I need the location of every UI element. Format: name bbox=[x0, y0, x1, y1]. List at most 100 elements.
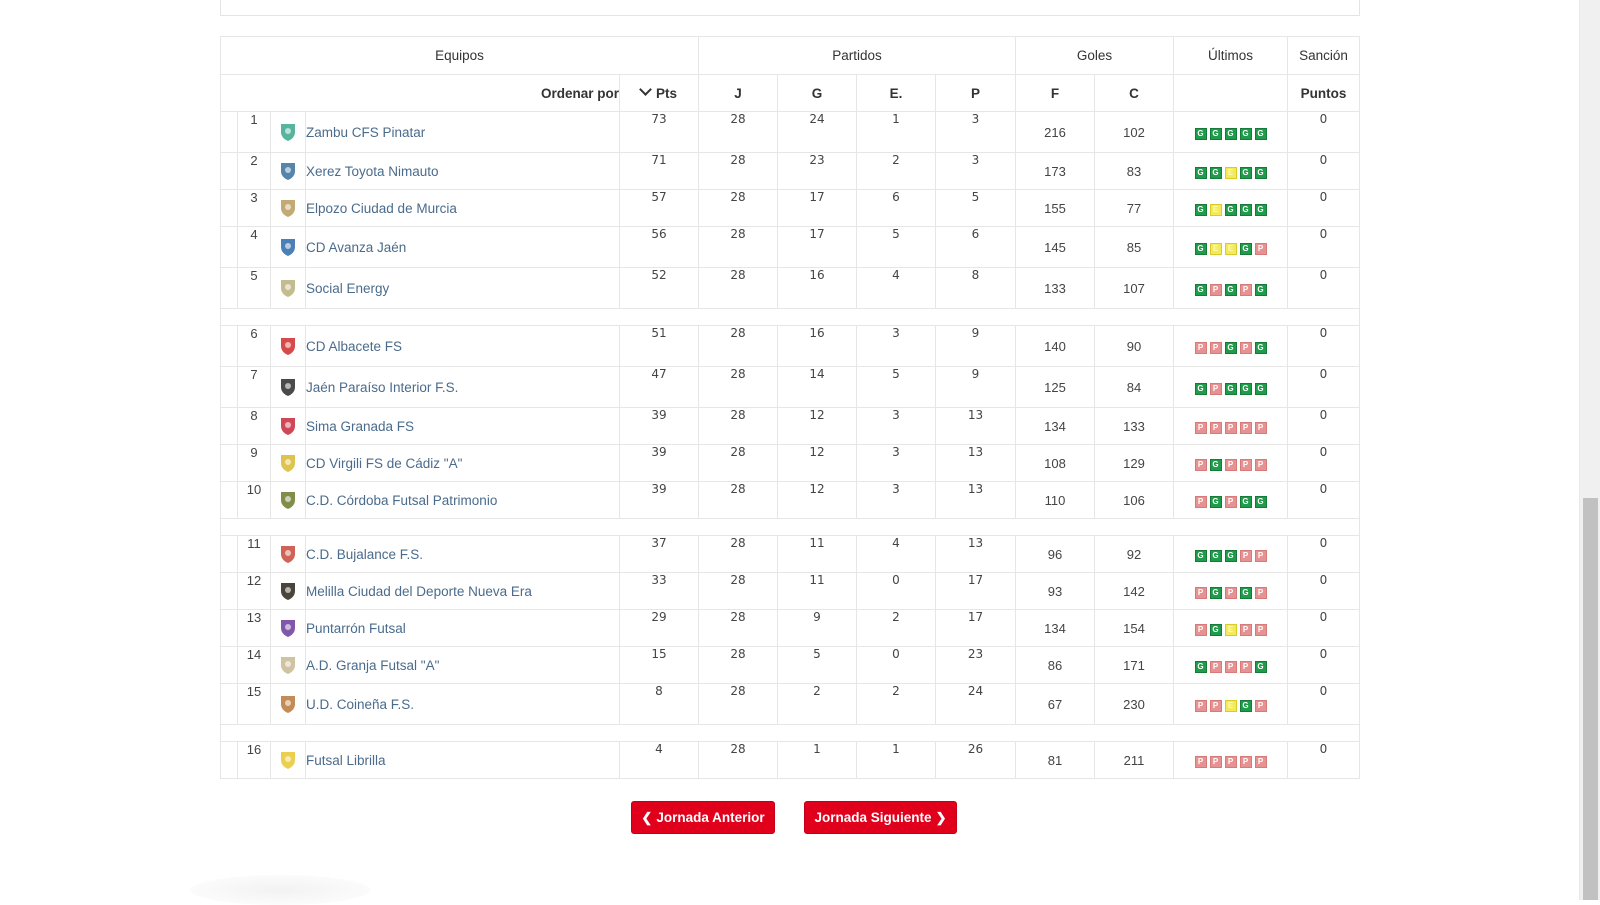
result-badge: P bbox=[1194, 587, 1207, 599]
header-p[interactable]: P bbox=[935, 74, 1016, 112]
team-link[interactable]: CD Virgili FS de Cádiz "A" bbox=[306, 455, 463, 471]
goals-against: 211 bbox=[1094, 741, 1174, 779]
played: 28 bbox=[698, 741, 778, 779]
drawn: 3 bbox=[856, 407, 936, 445]
shield-icon bbox=[279, 453, 297, 473]
goals-for: 134 bbox=[1015, 407, 1095, 445]
sanction-points: 0 bbox=[1287, 646, 1360, 684]
standings-body: 1 Zambu CFS Pinatar 73 28 24 1 3 216 102 G G G G G 0 2 X… bbox=[220, 111, 1360, 779]
result-badge: P bbox=[1194, 459, 1207, 471]
header-g[interactable]: G bbox=[777, 74, 857, 112]
team-logo bbox=[270, 481, 306, 519]
result-badge: G bbox=[1254, 383, 1267, 395]
sort-pts-header[interactable]: Pts bbox=[619, 74, 699, 112]
result-badge: P bbox=[1224, 661, 1237, 673]
drawn: 3 bbox=[856, 481, 936, 519]
team-link[interactable]: Xerez Toyota Nimauto bbox=[306, 163, 439, 179]
team-link[interactable]: CD Albacete FS bbox=[306, 338, 403, 354]
team-link[interactable]: Sima Granada FS bbox=[306, 418, 415, 434]
table-row: 3 Elpozo Ciudad de Murcia 57 28 17 6 5 155 77 G E G… bbox=[220, 189, 1360, 227]
team-name-cell: Xerez Toyota Nimauto bbox=[305, 152, 620, 190]
points: 29 bbox=[619, 609, 699, 647]
header-goles: Goles bbox=[1015, 36, 1174, 75]
table-row: 1 Zambu CFS Pinatar 73 28 24 1 3 216 102 G G G G G 0 bbox=[220, 111, 1360, 153]
header-c[interactable]: C bbox=[1094, 74, 1174, 112]
shield-icon bbox=[279, 544, 297, 564]
header-e[interactable]: E. bbox=[856, 74, 936, 112]
header-j[interactable]: J bbox=[698, 74, 778, 112]
result-badge: P bbox=[1224, 459, 1237, 471]
group-header-row: Equipos Partidos Goles Últimos Sanción bbox=[220, 36, 1360, 75]
result-badge: P bbox=[1254, 550, 1267, 562]
team-link[interactable]: Social Energy bbox=[306, 280, 390, 296]
won: 9 bbox=[777, 609, 857, 647]
position: 9 bbox=[237, 444, 271, 482]
result-badge: P bbox=[1224, 422, 1237, 434]
table-row: 10 C.D. Córdoba Futsal Patrimonio 39 28 12 3 1… bbox=[220, 481, 1360, 519]
result-badge: P bbox=[1209, 342, 1222, 354]
team-link[interactable]: Jaén Paraíso Interior F.S. bbox=[306, 379, 459, 395]
points: 39 bbox=[619, 481, 699, 519]
team-logo bbox=[270, 572, 306, 610]
drawn: 1 bbox=[856, 741, 936, 779]
lost: 8 bbox=[935, 267, 1016, 309]
team-link[interactable]: C.D. Córdoba Futsal Patrimonio bbox=[306, 492, 498, 508]
result-badge: G bbox=[1209, 550, 1222, 562]
goals-against: 77 bbox=[1094, 189, 1174, 227]
goals-for: 108 bbox=[1015, 444, 1095, 482]
drawn: 4 bbox=[856, 267, 936, 309]
header-f[interactable]: F bbox=[1015, 74, 1095, 112]
row-spacer bbox=[220, 366, 238, 408]
team-link[interactable]: Zambu CFS Pinatar bbox=[306, 124, 426, 140]
shield-icon bbox=[279, 161, 297, 181]
team-logo bbox=[270, 535, 306, 573]
result-badge: P bbox=[1194, 700, 1207, 712]
played: 28 bbox=[698, 325, 778, 367]
previous-round-button[interactable]: ❮ Jornada Anterior bbox=[631, 801, 775, 834]
table-row: 2 Xerez Toyota Nimauto 71 28 23 2 3 173 83 G G E G G 0 bbox=[220, 152, 1360, 190]
shield-icon bbox=[279, 278, 297, 298]
table-row: 8 Sima Granada FS 39 28 12 3 13 134 133 P P P P P 0 bbox=[220, 407, 1360, 445]
team-name-cell: U.D. Coineña F.S. bbox=[305, 683, 620, 725]
won: 14 bbox=[777, 366, 857, 408]
result-badge: G bbox=[1194, 284, 1207, 296]
shield-icon bbox=[279, 198, 297, 218]
team-logo bbox=[270, 267, 306, 309]
team-link[interactable]: CD Avanza Jaén bbox=[306, 239, 407, 255]
result-badge: P bbox=[1194, 496, 1207, 508]
goals-against: 85 bbox=[1094, 226, 1174, 268]
position: 5 bbox=[237, 267, 271, 309]
team-link[interactable]: Melilla Ciudad del Deporte Nueva Era bbox=[306, 583, 532, 599]
row-spacer bbox=[220, 267, 238, 309]
points: 33 bbox=[619, 572, 699, 610]
team-link[interactable]: Futsal Librilla bbox=[306, 752, 386, 768]
header-sancion: Sanción bbox=[1287, 36, 1360, 75]
next-round-button[interactable]: Jornada Siguiente ❯ bbox=[804, 801, 957, 834]
team-link[interactable]: U.D. Coineña F.S. bbox=[306, 696, 415, 712]
team-link[interactable]: Elpozo Ciudad de Murcia bbox=[306, 200, 457, 216]
goals-against: 154 bbox=[1094, 609, 1174, 647]
team-link[interactable]: A.D. Granja Futsal "A" bbox=[306, 657, 440, 673]
sanction-points: 0 bbox=[1287, 226, 1360, 268]
position: 1 bbox=[237, 111, 271, 153]
points: 4 bbox=[619, 741, 699, 779]
result-badge: P bbox=[1194, 342, 1207, 354]
vertical-scrollbar[interactable] bbox=[1579, 0, 1600, 900]
team-link[interactable]: C.D. Bujalance F.S. bbox=[306, 546, 424, 562]
goals-for: 110 bbox=[1015, 481, 1095, 519]
previous-panel-bottom bbox=[220, 0, 1360, 16]
table-row: 9 CD Virgili FS de Cádiz "A" 39 28 12 3 13 108 1… bbox=[220, 444, 1360, 482]
header-ultimos: Últimos bbox=[1173, 36, 1288, 75]
position: 6 bbox=[237, 325, 271, 367]
result-badge: G bbox=[1239, 243, 1252, 255]
goals-for: 216 bbox=[1015, 111, 1095, 153]
goals-for: 134 bbox=[1015, 609, 1095, 647]
team-link[interactable]: Puntarrón Futsal bbox=[306, 620, 406, 636]
shield-icon bbox=[279, 581, 297, 601]
scrollbar-thumb[interactable] bbox=[1583, 498, 1598, 900]
result-badge: P bbox=[1224, 756, 1237, 768]
result-badge: P bbox=[1209, 284, 1222, 296]
